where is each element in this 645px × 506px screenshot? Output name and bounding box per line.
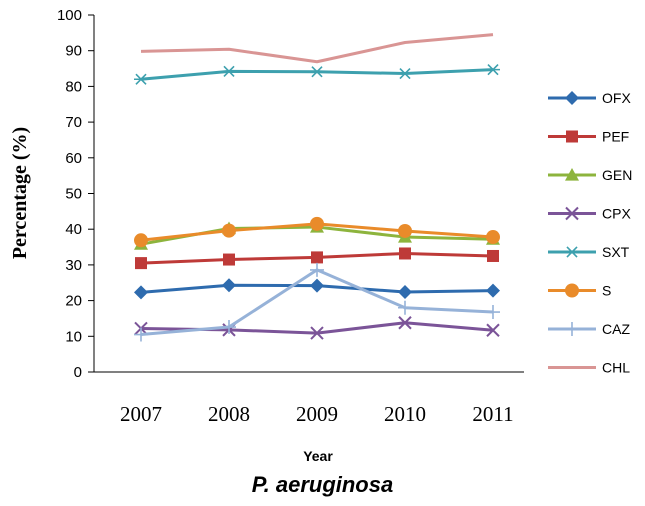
series-cpx	[134, 316, 500, 340]
data-point	[398, 316, 412, 330]
data-point	[486, 64, 500, 76]
data-point	[487, 249, 499, 262]
data-point	[565, 246, 579, 258]
data-point	[486, 305, 500, 320]
legend-label: CHL	[602, 360, 630, 376]
data-point	[565, 322, 579, 336]
legend-item-chl: CHL	[548, 360, 630, 376]
legend-item-gen: GEN	[548, 167, 632, 183]
data-point	[134, 233, 148, 248]
legend-item-pef: PEF	[548, 129, 629, 145]
y-tick-label: 100	[57, 7, 82, 24]
y-tick-label: 10	[65, 328, 82, 345]
legend-item-sxt: SXT	[548, 244, 630, 260]
chart-caption: P. aeruginosa	[251, 472, 394, 497]
y-tick-label: 30	[65, 257, 82, 274]
legend-item-cpx: CPX	[548, 206, 631, 222]
series-caz	[134, 262, 500, 342]
data-point	[398, 223, 412, 238]
data-point	[134, 327, 148, 342]
data-point	[398, 300, 412, 315]
data-point	[310, 278, 324, 293]
data-point	[565, 283, 579, 298]
data-point	[565, 206, 579, 221]
series-pef	[135, 247, 499, 270]
legend-label: OFX	[602, 90, 631, 106]
data-point	[310, 216, 324, 231]
data-point	[222, 223, 236, 238]
y-tick-label: 60	[65, 150, 82, 167]
data-point	[566, 130, 578, 143]
data-point	[311, 251, 323, 264]
series-chl	[140, 33, 494, 64]
legend-label: GEN	[602, 167, 632, 183]
data-point	[222, 278, 236, 293]
x-tick-label: 2007	[120, 402, 162, 426]
legend-item-ofx: OFX	[548, 90, 631, 106]
x-axis: 2007 2008 2009 2010 2011	[94, 371, 524, 426]
data-point	[135, 257, 147, 270]
data-point	[310, 66, 324, 78]
data-point	[310, 262, 324, 277]
y-tick-label: 40	[65, 221, 82, 238]
x-tick-label: 2008	[208, 402, 250, 426]
legend: OFX PEF GEN CPX SXT S CAZ CHL	[548, 90, 632, 376]
data-point	[134, 285, 148, 300]
series-ofx	[134, 278, 500, 300]
legend-label: PEF	[602, 129, 629, 145]
y-tick-label: 50	[65, 186, 82, 203]
legend-label: CPX	[602, 206, 631, 222]
x-tick-label: 2011	[472, 402, 513, 426]
legend-item-s: S	[548, 283, 611, 299]
y-axis-label: Percentage (%)	[9, 127, 31, 259]
legend-label: CAZ	[602, 321, 630, 337]
y-tick-label: 20	[65, 293, 82, 310]
y-tick-label: 70	[65, 114, 82, 131]
data-point	[134, 73, 148, 85]
data-point	[222, 320, 236, 335]
series-s	[134, 216, 500, 248]
legend-label: S	[602, 283, 611, 299]
data-point	[222, 65, 236, 78]
x-tick-label: 2010	[384, 402, 426, 426]
legend-label: SXT	[602, 244, 630, 260]
y-tick-label: 80	[65, 78, 82, 95]
y-tick-label: 90	[65, 43, 82, 60]
data-point	[398, 67, 412, 80]
data-point	[310, 326, 324, 340]
y-axis: 0 10 20 30 40 50 60 70 80 90 100	[57, 7, 95, 381]
series-line	[140, 321, 494, 335]
y-tick-label: 0	[74, 364, 82, 381]
series-sxt	[134, 64, 500, 85]
data-point	[486, 283, 500, 298]
legend-item-caz: CAZ	[548, 321, 630, 337]
series-line	[140, 33, 494, 64]
x-axis-label: Year	[303, 448, 333, 464]
data-point	[486, 230, 500, 245]
data-point	[399, 247, 411, 260]
x-tick-label: 2009	[296, 402, 338, 426]
data-point	[565, 91, 579, 105]
data-point	[398, 285, 412, 300]
data-point	[565, 168, 579, 181]
data-point	[486, 323, 500, 337]
series-layer	[134, 33, 500, 342]
data-point	[223, 253, 235, 266]
